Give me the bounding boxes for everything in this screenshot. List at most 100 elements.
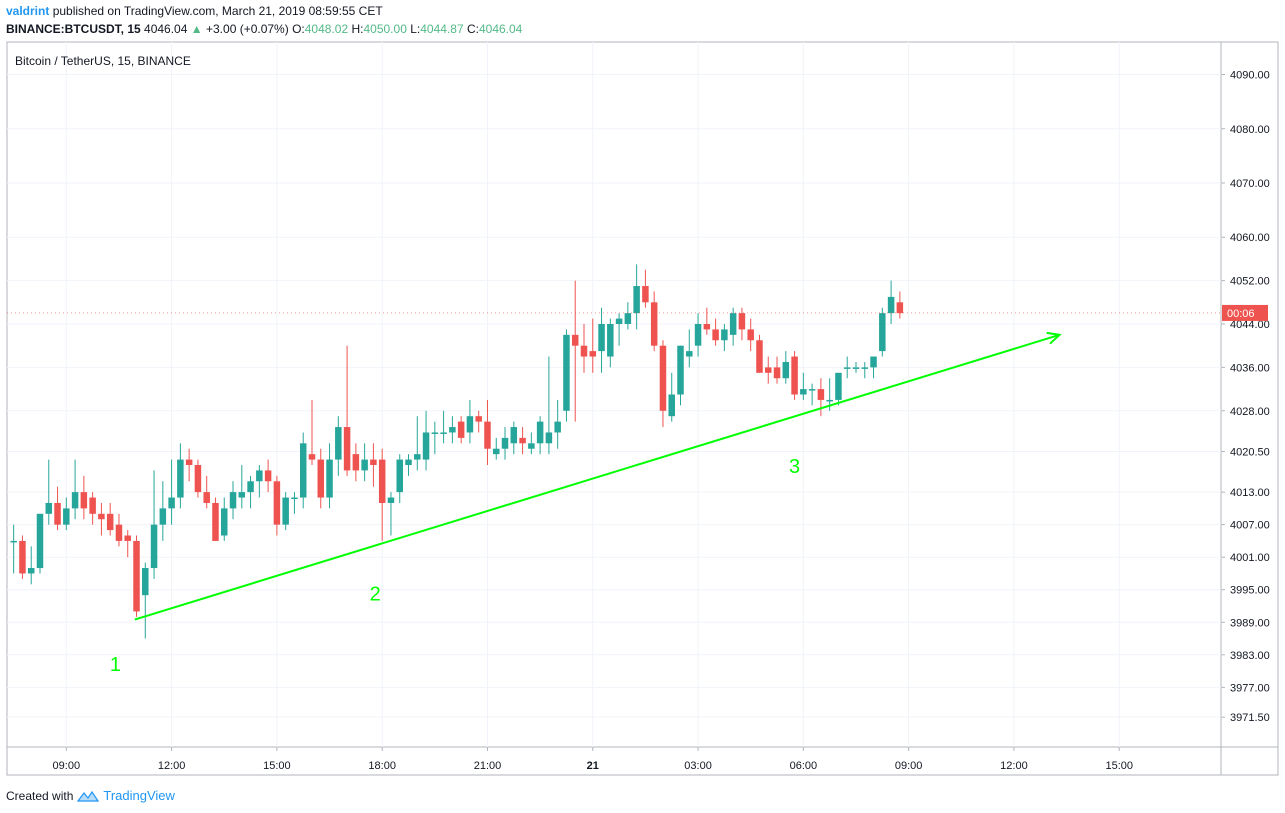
y-tick-label: 4001.00 bbox=[1230, 552, 1270, 564]
x-tick-label: 15:00 bbox=[263, 760, 291, 772]
close-label: C: bbox=[466, 22, 479, 36]
candle-body-up bbox=[493, 448, 500, 455]
y-tick-label: 4036.00 bbox=[1230, 362, 1270, 374]
candle-body-down bbox=[203, 492, 210, 503]
candle-body-down bbox=[370, 459, 377, 465]
y-tick-label: 4060.00 bbox=[1230, 232, 1270, 244]
candle-body-down bbox=[378, 459, 386, 503]
y-tick-label: 3983.00 bbox=[1230, 650, 1270, 662]
candle-body-up bbox=[721, 329, 728, 341]
candle-body-up bbox=[396, 459, 403, 493]
y-tick-label: 4070.00 bbox=[1230, 178, 1270, 190]
y-tick-label: 4090.00 bbox=[1230, 70, 1270, 82]
candle-body-up bbox=[835, 372, 842, 400]
candle-body-up bbox=[624, 313, 632, 324]
candle-body-up bbox=[694, 324, 702, 346]
candle-body-down bbox=[475, 416, 482, 422]
candle-body-down bbox=[580, 345, 588, 357]
x-tick-label: 12:00 bbox=[158, 760, 186, 772]
y-tick-label: 4080.00 bbox=[1230, 124, 1270, 136]
candle-body-up bbox=[686, 351, 693, 357]
candle-body-down bbox=[98, 513, 105, 520]
candle-body-down bbox=[773, 367, 781, 379]
candle-body-up bbox=[247, 481, 254, 493]
candle-body-up bbox=[800, 389, 807, 395]
x-tick-label: 03:00 bbox=[684, 760, 712, 772]
candle-body-up bbox=[10, 540, 17, 543]
candle-body-down bbox=[659, 345, 667, 411]
candle-body-down bbox=[80, 492, 88, 509]
candle-body-up bbox=[150, 524, 158, 569]
publish-info: valdrint published on TradingView.com, M… bbox=[6, 4, 383, 18]
up-arrow-icon: ▲ bbox=[190, 22, 203, 36]
candle-body-down bbox=[589, 351, 597, 357]
candle-body-down bbox=[19, 540, 26, 574]
low-value: 4044.87 bbox=[420, 22, 464, 36]
support-trendline bbox=[134, 333, 1060, 621]
candle-body-up bbox=[852, 367, 860, 369]
candle-body-down bbox=[106, 513, 114, 531]
y-tick-label: 3971.50 bbox=[1230, 712, 1270, 724]
candle-body-down bbox=[124, 535, 131, 541]
candle-body-up bbox=[729, 313, 737, 335]
chart-title: Bitcoin / TetherUS, 15, BINANCE bbox=[15, 54, 191, 68]
candle-body-up bbox=[291, 497, 298, 500]
published-text: published on TradingView.com, March 21, … bbox=[52, 4, 383, 18]
candle-body-up bbox=[71, 492, 79, 509]
low-label: L: bbox=[410, 22, 421, 36]
candle-body-up bbox=[229, 492, 237, 509]
y-tick-label: 4052.00 bbox=[1230, 276, 1270, 288]
candle-body-up bbox=[598, 324, 605, 352]
author-name[interactable]: valdrint bbox=[6, 4, 50, 18]
candle-body-down bbox=[896, 302, 904, 314]
candle-body-up bbox=[879, 313, 886, 352]
candle-body-up bbox=[563, 334, 570, 411]
trendline-arrowhead bbox=[1046, 331, 1062, 345]
x-tick-label: 06:00 bbox=[790, 760, 818, 772]
candle-body-up bbox=[282, 497, 289, 525]
candle-body-up bbox=[615, 318, 623, 324]
candle-body-down bbox=[317, 459, 325, 498]
candle-body-down bbox=[642, 286, 649, 303]
y-tick-label: 4044.00 bbox=[1230, 319, 1270, 331]
symbol-info-bar: BINANCE:BTCUSDT, 15 4046.04 ▲ +3.00 (+0.… bbox=[6, 22, 522, 36]
y-tick-label: 3995.00 bbox=[1230, 585, 1270, 597]
price-change: +3.00 (+0.07%) bbox=[206, 22, 289, 36]
candle-body-up bbox=[633, 286, 640, 314]
candle-body-up bbox=[887, 296, 895, 314]
candle-body-up bbox=[422, 432, 430, 460]
chart-frame bbox=[6, 41, 1279, 776]
current-price-badge bbox=[1222, 304, 1268, 321]
candle-body-down bbox=[765, 367, 772, 373]
candle-body-down bbox=[352, 454, 360, 471]
touch-point-label: 2 bbox=[370, 584, 381, 606]
candle-body-up bbox=[449, 427, 456, 433]
candle-body-up bbox=[63, 508, 70, 525]
candle-body-up bbox=[431, 432, 439, 434]
candle-body-down bbox=[484, 421, 491, 449]
tradingview-brand[interactable]: TradingView bbox=[103, 788, 175, 803]
candle-body-down bbox=[89, 497, 96, 514]
candle-body-down bbox=[273, 481, 281, 525]
candle-body-up bbox=[861, 367, 869, 369]
candle-body-up bbox=[782, 361, 790, 379]
x-tick-label: 12:00 bbox=[1000, 760, 1028, 772]
candle-body-down bbox=[194, 465, 202, 493]
candle-body-up bbox=[545, 432, 553, 444]
candle-body-down bbox=[650, 302, 658, 346]
candle-body-up bbox=[168, 497, 175, 509]
y-tick-label: 4013.00 bbox=[1230, 487, 1270, 499]
candle-body-down bbox=[133, 540, 140, 612]
candle-body-up bbox=[27, 568, 35, 574]
candle-body-up bbox=[808, 389, 816, 391]
open-value: 4048.02 bbox=[304, 22, 349, 36]
candle-body-up bbox=[335, 427, 342, 460]
candle-body-down bbox=[571, 334, 579, 346]
candle-body-up bbox=[299, 443, 307, 498]
tradingview-logo-icon bbox=[77, 790, 100, 802]
candle-body-down bbox=[738, 313, 746, 330]
candle-body-up bbox=[528, 443, 535, 449]
x-tick-label: 21:00 bbox=[474, 760, 502, 772]
candle-body-up bbox=[826, 399, 833, 402]
